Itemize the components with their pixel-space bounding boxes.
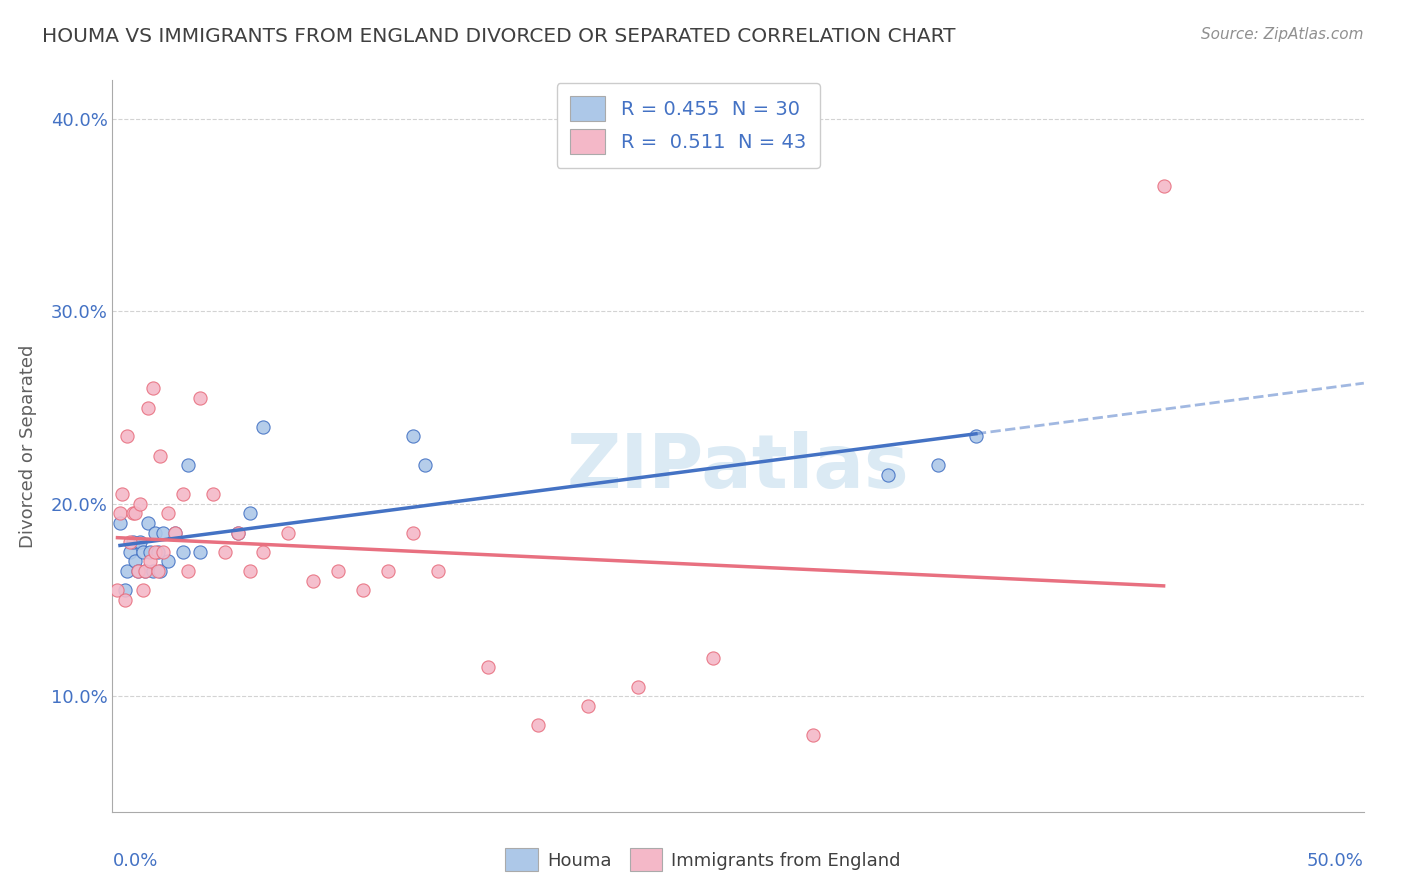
Point	[927, 458, 949, 473]
Point	[149, 564, 172, 578]
Point	[143, 525, 166, 540]
Point	[121, 535, 143, 549]
Point	[176, 564, 198, 578]
Point	[214, 545, 236, 559]
Point	[127, 564, 149, 578]
Point	[139, 545, 162, 559]
Point	[129, 535, 152, 549]
Text: ZIPatlas: ZIPatlas	[567, 432, 910, 505]
Point	[172, 545, 194, 559]
Point	[107, 583, 129, 598]
Point	[801, 728, 824, 742]
Point	[134, 564, 156, 578]
Point	[426, 564, 449, 578]
Point	[402, 525, 425, 540]
Point	[156, 554, 179, 568]
Point	[239, 507, 262, 521]
Point	[156, 507, 179, 521]
Point	[477, 660, 499, 674]
Point	[326, 564, 349, 578]
Point	[188, 391, 211, 405]
Point	[152, 525, 174, 540]
Point	[124, 554, 146, 568]
Point	[965, 429, 987, 443]
Point	[301, 574, 323, 588]
Point	[239, 564, 262, 578]
Point	[252, 419, 274, 434]
Point	[134, 564, 156, 578]
Point	[146, 545, 169, 559]
Point	[201, 487, 224, 501]
Point	[1153, 179, 1175, 194]
Point	[527, 718, 550, 732]
Point	[226, 525, 249, 540]
Point	[188, 545, 211, 559]
Y-axis label: Divorced or Separated: Divorced or Separated	[18, 344, 37, 548]
Legend: Houma, Immigrants from England: Houma, Immigrants from England	[498, 841, 908, 879]
Point	[702, 650, 724, 665]
Point	[152, 545, 174, 559]
Point	[114, 593, 136, 607]
Point	[141, 564, 163, 578]
Point	[124, 507, 146, 521]
Point	[108, 507, 131, 521]
Point	[352, 583, 374, 598]
Point	[136, 401, 159, 415]
Point	[129, 497, 152, 511]
Point	[131, 583, 153, 598]
Point	[172, 487, 194, 501]
Point	[163, 525, 186, 540]
Point	[127, 564, 149, 578]
Point	[226, 525, 249, 540]
Point	[277, 525, 299, 540]
Text: HOUMA VS IMMIGRANTS FROM ENGLAND DIVORCED OR SEPARATED CORRELATION CHART: HOUMA VS IMMIGRANTS FROM ENGLAND DIVORCE…	[42, 27, 956, 45]
Point	[146, 564, 169, 578]
Point	[117, 429, 139, 443]
Text: 0.0%: 0.0%	[112, 852, 157, 870]
Point	[117, 564, 139, 578]
Text: 50.0%: 50.0%	[1308, 852, 1364, 870]
Point	[118, 535, 141, 549]
Legend: R = 0.455  N = 30, R =  0.511  N = 43: R = 0.455 N = 30, R = 0.511 N = 43	[557, 83, 820, 168]
Point	[576, 698, 599, 713]
Point	[377, 564, 399, 578]
Point	[877, 467, 900, 482]
Point	[131, 545, 153, 559]
Point	[402, 429, 425, 443]
Point	[143, 545, 166, 559]
Point	[111, 487, 134, 501]
Point	[149, 449, 172, 463]
Point	[136, 516, 159, 530]
Point	[118, 545, 141, 559]
Text: Source: ZipAtlas.com: Source: ZipAtlas.com	[1201, 27, 1364, 42]
Point	[163, 525, 186, 540]
Point	[108, 516, 131, 530]
Point	[627, 680, 650, 694]
Point	[114, 583, 136, 598]
Point	[141, 381, 163, 395]
Point	[176, 458, 198, 473]
Point	[139, 554, 162, 568]
Point	[252, 545, 274, 559]
Point	[413, 458, 436, 473]
Point	[121, 507, 143, 521]
